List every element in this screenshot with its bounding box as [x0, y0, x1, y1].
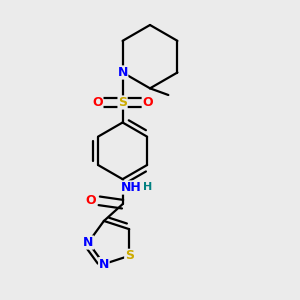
- Text: O: O: [92, 96, 103, 109]
- Text: NH: NH: [121, 181, 141, 194]
- Text: H: H: [143, 182, 152, 193]
- Text: N: N: [83, 236, 93, 249]
- Text: S: S: [118, 96, 127, 109]
- Text: N: N: [99, 258, 109, 271]
- Text: O: O: [142, 96, 153, 109]
- Text: O: O: [85, 194, 96, 207]
- Text: N: N: [117, 66, 128, 79]
- Text: S: S: [125, 249, 134, 262]
